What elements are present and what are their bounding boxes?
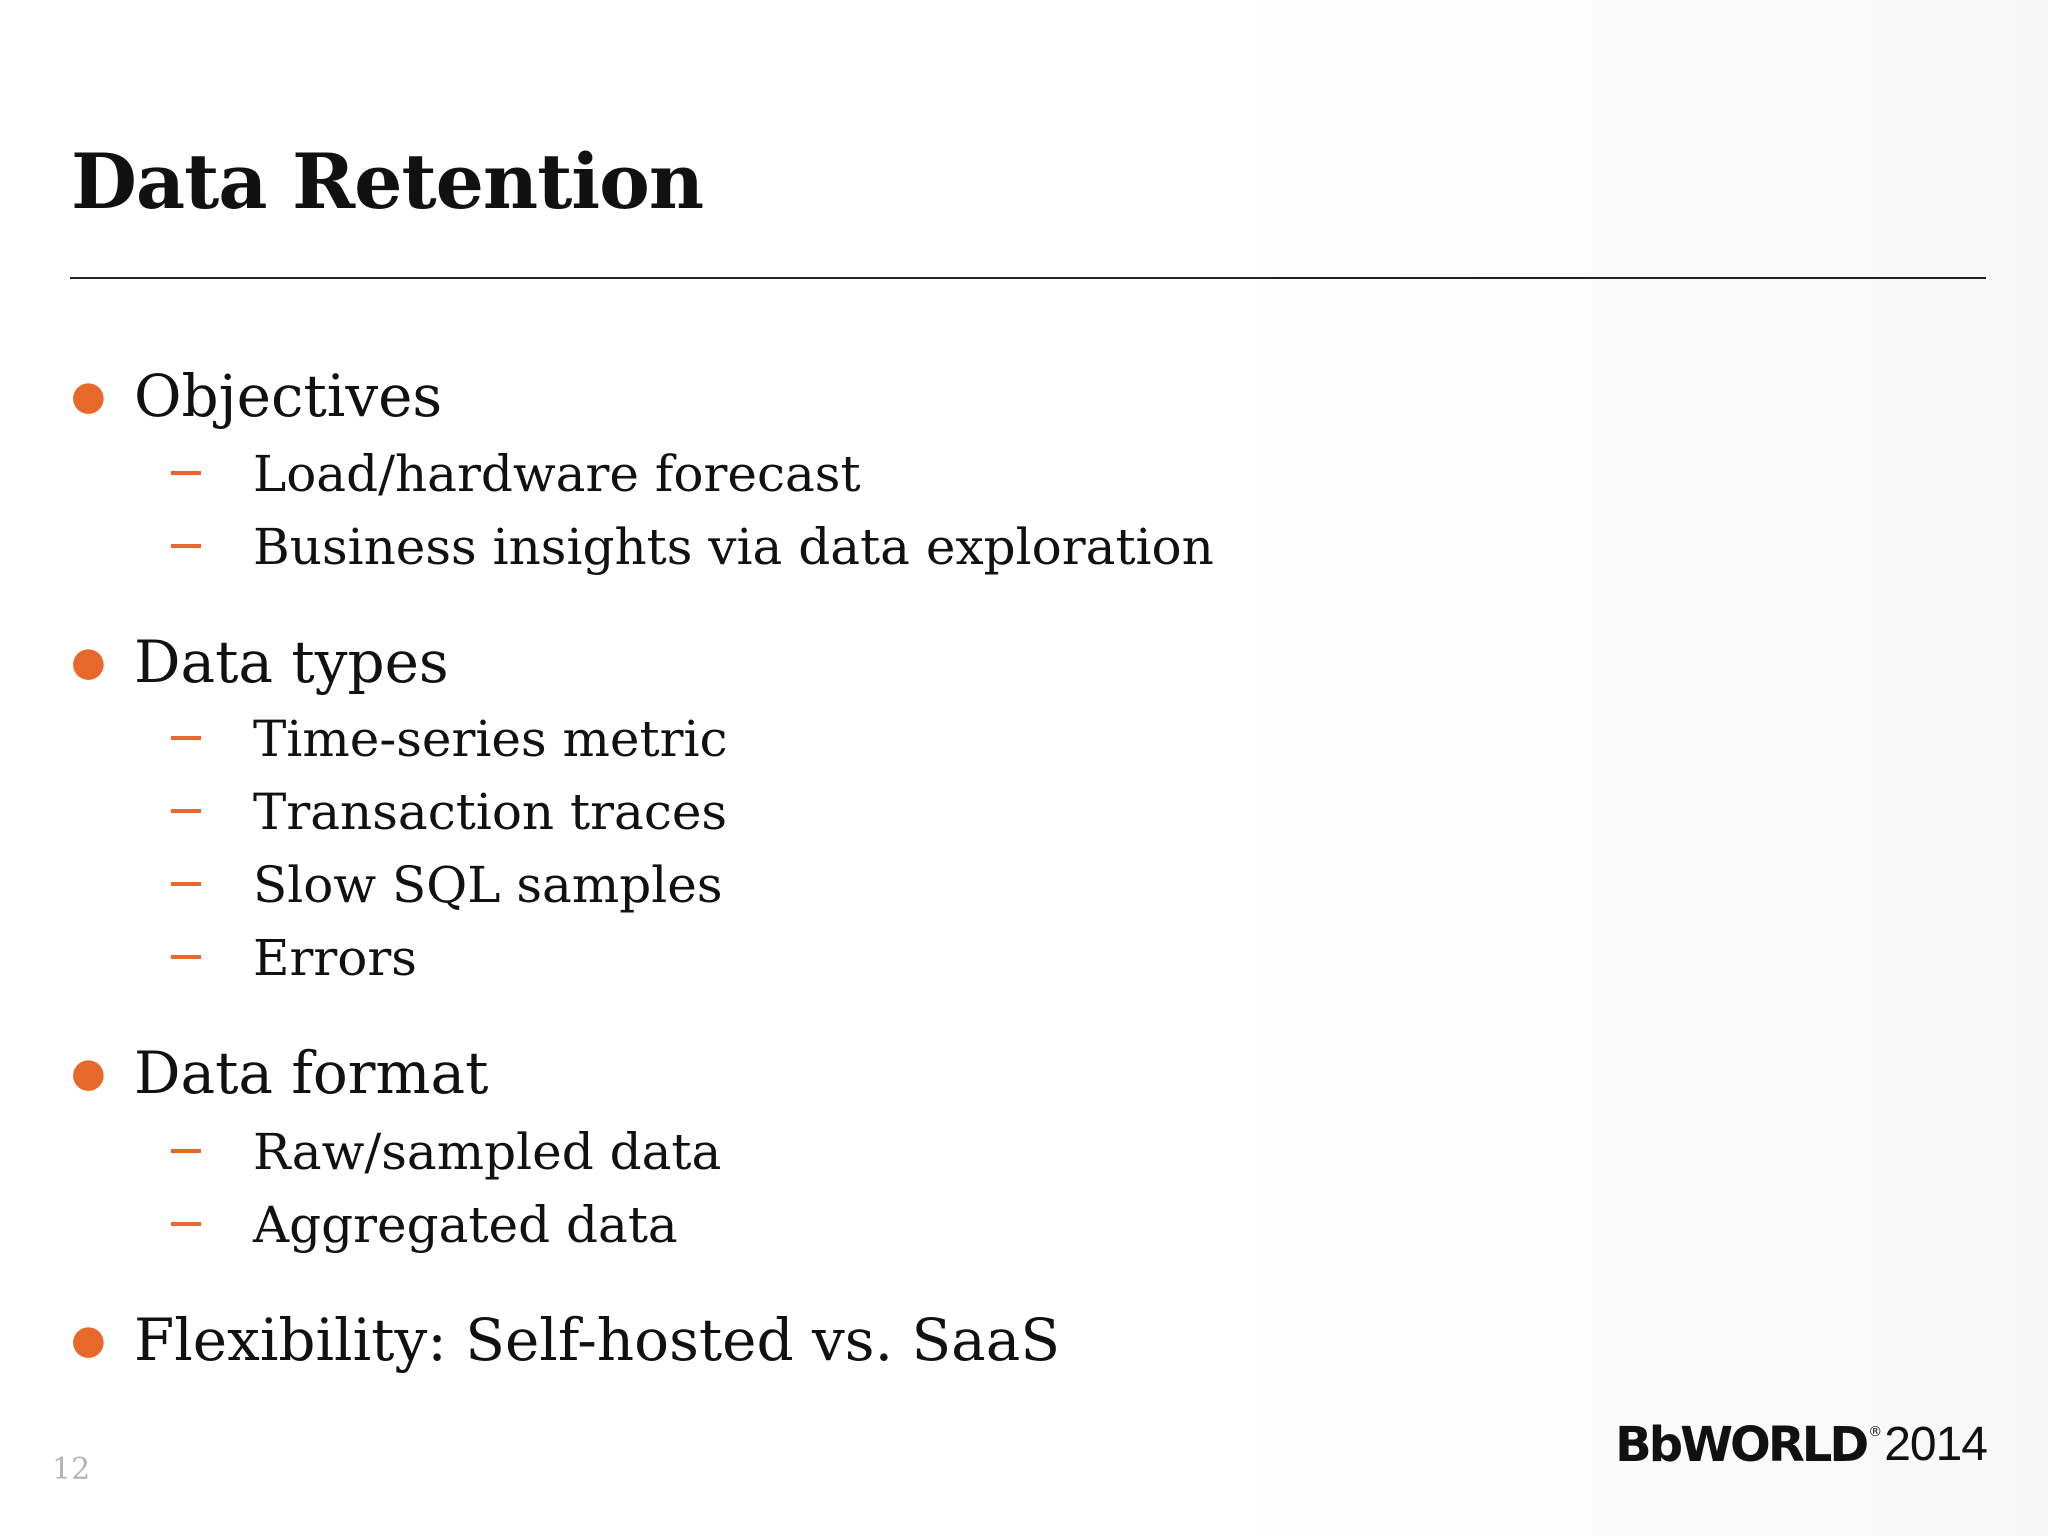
dash-icon xyxy=(171,954,237,960)
subitem-load-forecast: Load/hardware forecast xyxy=(171,438,861,510)
subitem-slow-sql: Slow SQL samples xyxy=(171,849,723,921)
subitem-time-series: Time-series metric xyxy=(171,703,728,775)
dash-icon xyxy=(171,881,237,887)
page-number: 12 xyxy=(52,1452,91,1487)
subitem-transaction-traces: Transaction traces xyxy=(171,776,727,848)
registered-mark: ® xyxy=(1868,1424,1883,1440)
bullet-dot-icon: ● xyxy=(71,1050,106,1096)
subitem-raw-sampled: Raw/sampled data xyxy=(171,1116,721,1188)
slide-title: Data Retention xyxy=(71,137,704,226)
subitem-text: Business insights via data exploration xyxy=(253,518,1214,576)
bullet-flexibility: ● Flexibility: Self-hosted vs. SaaS xyxy=(71,1300,1060,1380)
dash-icon xyxy=(171,735,237,741)
subitem-aggregated: Aggregated data xyxy=(171,1189,678,1261)
subitem-text: Aggregated data xyxy=(253,1196,678,1254)
dash-icon xyxy=(171,543,237,549)
bullet-data-types: ● Data types xyxy=(71,622,449,702)
subitem-business-insights: Business insights via data exploration xyxy=(171,511,1214,583)
subitem-text: Transaction traces xyxy=(253,783,728,841)
bullet-objectives: ● Objectives xyxy=(71,356,442,436)
subitem-text: Time-series metric xyxy=(253,710,728,768)
bullet-text: Data types xyxy=(134,628,449,696)
subitem-text: Raw/sampled data xyxy=(253,1123,722,1181)
bullet-text: Data format xyxy=(134,1039,489,1107)
bbworld-logo: BbWORLD ® 2014 xyxy=(1615,1416,1988,1474)
subitem-errors: Errors xyxy=(171,922,417,994)
logo-year: 2014 xyxy=(1884,1418,1988,1471)
bullet-text: Flexibility: Self-hosted vs. SaaS xyxy=(134,1306,1061,1374)
bullet-data-format: ● Data format xyxy=(71,1033,488,1113)
title-divider xyxy=(70,277,1986,279)
bullet-text: Objectives xyxy=(134,362,443,430)
dash-icon xyxy=(171,808,237,814)
dash-icon xyxy=(171,1221,237,1227)
subitem-text: Errors xyxy=(253,929,417,987)
bullet-dot-icon: ● xyxy=(71,639,106,685)
dash-icon xyxy=(171,1148,237,1154)
subitem-text: Load/hardware forecast xyxy=(253,445,861,503)
bullet-dot-icon: ● xyxy=(71,373,106,419)
bullet-dot-icon: ● xyxy=(71,1317,106,1363)
dash-icon xyxy=(171,470,237,476)
subitem-text: Slow SQL samples xyxy=(253,856,723,914)
logo-brand: BbWORLD xyxy=(1615,1417,1869,1473)
